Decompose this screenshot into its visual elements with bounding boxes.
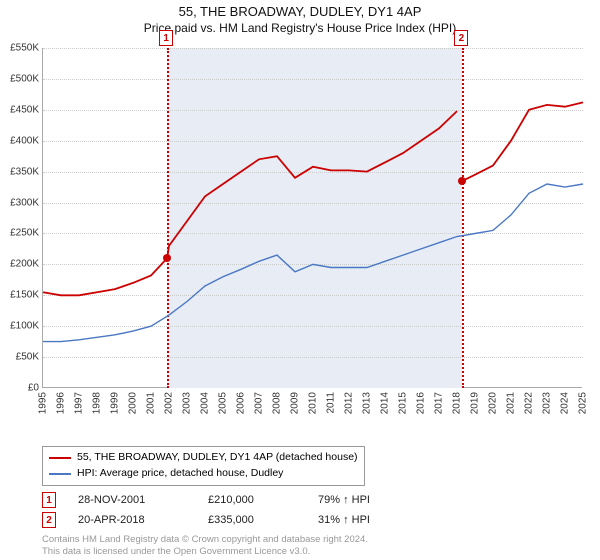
x-axis-tick: 2018 <box>452 392 463 414</box>
x-axis-tick: 2023 <box>542 392 553 414</box>
sale-price: £335,000 <box>208 514 318 526</box>
series-line-hpi <box>43 184 583 342</box>
x-axis-tick: 2014 <box>380 392 391 414</box>
x-axis-tick: 2022 <box>524 392 535 414</box>
x-axis-tick: 2003 <box>182 392 193 414</box>
y-axis-tick: £400K <box>1 135 39 146</box>
sale-delta-vs-hpi: 79% ↑ HPI <box>318 494 438 506</box>
footer-line: Contains HM Land Registry data © Crown c… <box>42 534 368 546</box>
x-axis-tick: 1998 <box>92 392 103 414</box>
plot-svg <box>43 48 583 388</box>
x-axis-tick: 1999 <box>110 392 121 414</box>
x-axis-tick: 2006 <box>236 392 247 414</box>
x-axis-tick: 2002 <box>164 392 175 414</box>
x-axis-tick: 2021 <box>506 392 517 414</box>
y-axis-tick: £550K <box>1 43 39 54</box>
x-axis-tick: 2019 <box>470 392 481 414</box>
x-axis-tick: 1995 <box>38 392 49 414</box>
y-axis-tick: £0 <box>1 383 39 394</box>
legend-label: 55, THE BROADWAY, DUDLEY, DY1 4AP (detac… <box>77 450 358 466</box>
y-axis-tick: £250K <box>1 228 39 239</box>
sale-delta-vs-hpi: 31% ↑ HPI <box>318 514 438 526</box>
x-axis-tick: 2008 <box>272 392 283 414</box>
y-axis-tick: £50K <box>1 352 39 363</box>
sale-date: 28-NOV-2001 <box>78 494 208 506</box>
x-axis-tick: 2017 <box>434 392 445 414</box>
sale-point-marker <box>163 254 171 262</box>
x-axis-tick: 2001 <box>146 392 157 414</box>
y-axis-tick: £100K <box>1 321 39 332</box>
chart-area: £0£50K£100K£150K£200K£250K£300K£350K£400… <box>42 48 582 408</box>
x-axis-tick: 2011 <box>326 392 337 414</box>
title-block: 55, THE BROADWAY, DUDLEY, DY1 4AP Price … <box>0 0 600 35</box>
footer-line: This data is licensed under the Open Gov… <box>42 546 368 558</box>
x-axis-tick: 2015 <box>398 392 409 414</box>
sales-table: 1 28-NOV-2001 £210,000 79% ↑ HPI 2 20-AP… <box>42 490 438 530</box>
x-axis-tick: 1997 <box>74 392 85 414</box>
y-axis-tick: £350K <box>1 166 39 177</box>
legend-item-hpi: HPI: Average price, detached house, Dudl… <box>49 466 358 482</box>
y-axis-tick: £500K <box>1 73 39 84</box>
x-axis-tick: 1996 <box>56 392 67 414</box>
sale-marker-flag: 2 <box>42 512 56 528</box>
sale-marker-flag: 2 <box>454 30 468 46</box>
x-axis-tick: 2013 <box>362 392 373 414</box>
sale-point-marker <box>458 177 466 185</box>
x-axis-tick: 2016 <box>416 392 427 414</box>
legend-item-property: 55, THE BROADWAY, DUDLEY, DY1 4AP (detac… <box>49 450 358 466</box>
sale-marker-flag: 1 <box>42 492 56 508</box>
sale-marker-flag: 1 <box>159 30 173 46</box>
sales-row: 2 20-APR-2018 £335,000 31% ↑ HPI <box>42 510 438 530</box>
sales-row: 1 28-NOV-2001 £210,000 79% ↑ HPI <box>42 490 438 510</box>
series-line-property <box>462 102 583 180</box>
y-axis-tick: £450K <box>1 104 39 115</box>
x-axis-tick: 2005 <box>218 392 229 414</box>
legend-swatch <box>49 473 71 475</box>
legend-swatch <box>49 457 71 459</box>
y-axis-tick: £300K <box>1 197 39 208</box>
y-axis-tick: £200K <box>1 259 39 270</box>
x-axis-tick: 2020 <box>488 392 499 414</box>
x-axis-tick: 2000 <box>128 392 139 414</box>
sale-date: 20-APR-2018 <box>78 514 208 526</box>
y-axis-tick: £150K <box>1 290 39 301</box>
sale-price: £210,000 <box>208 494 318 506</box>
x-axis-tick: 2004 <box>200 392 211 414</box>
page-subtitle: Price paid vs. HM Land Registry's House … <box>0 21 600 35</box>
x-axis-tick: 2024 <box>560 392 571 414</box>
page-title: 55, THE BROADWAY, DUDLEY, DY1 4AP <box>0 4 600 19</box>
x-axis-tick: 2007 <box>254 392 265 414</box>
attribution-footer: Contains HM Land Registry data © Crown c… <box>42 534 368 558</box>
legend-label: HPI: Average price, detached house, Dudl… <box>77 466 283 482</box>
x-axis-tick: 2009 <box>290 392 301 414</box>
chart-container: 55, THE BROADWAY, DUDLEY, DY1 4AP Price … <box>0 0 600 560</box>
plot-region: £0£50K£100K£150K£200K£250K£300K£350K£400… <box>42 48 582 388</box>
series-line-property <box>43 111 457 295</box>
x-axis-tick: 2012 <box>344 392 355 414</box>
legend: 55, THE BROADWAY, DUDLEY, DY1 4AP (detac… <box>42 446 365 486</box>
x-axis-tick: 2025 <box>578 392 589 414</box>
x-axis-tick: 2010 <box>308 392 319 414</box>
